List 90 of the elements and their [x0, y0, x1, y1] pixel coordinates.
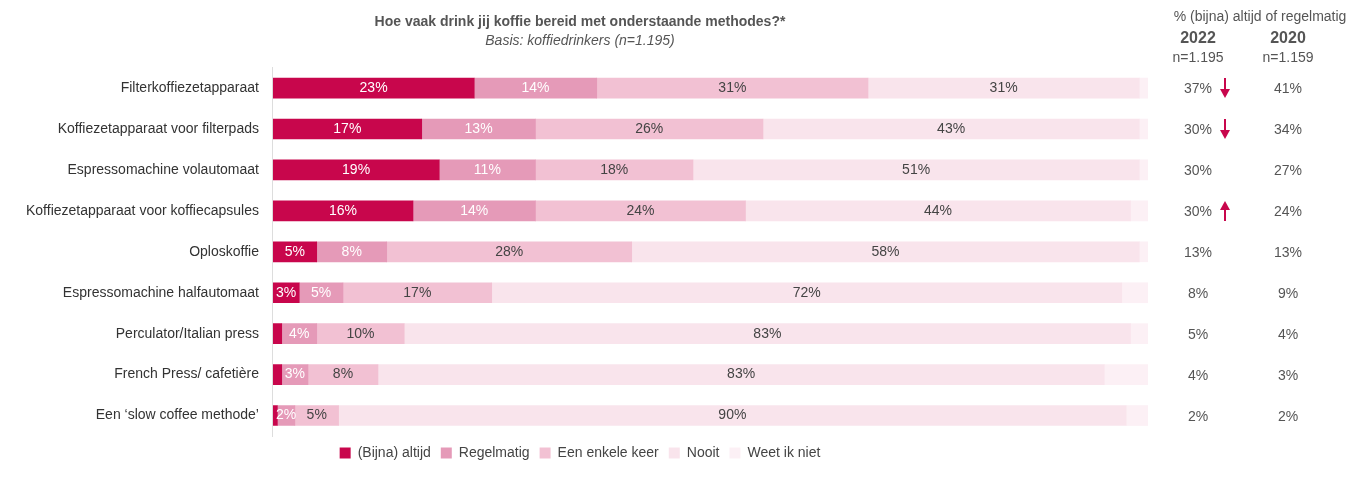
bar — [316, 241, 388, 263]
y-tick-label: Espressomachine volautomaat — [67, 160, 260, 177]
text: 27% — [1273, 161, 1303, 178]
text: n=1.195 — [1172, 49, 1224, 65]
text: 2% — [1187, 407, 1209, 424]
bar — [307, 364, 379, 385]
data-label: 18% — [600, 160, 629, 177]
y-tick-label: Een ‘slow coffee methode’ — [95, 406, 259, 423]
data-label: 83% — [753, 324, 782, 341]
data-label: 3% — [275, 283, 297, 300]
data-label: 14% — [521, 78, 550, 95]
y-tick-label: Filterkoffiezetapparaat — [120, 78, 260, 95]
bar — [272, 77, 475, 99]
bar — [272, 118, 423, 140]
bar — [596, 77, 869, 99]
legend-label: Een enkele keer — [557, 443, 660, 460]
data-label: 5% — [310, 283, 332, 300]
y-tick-label: Perculator/Italian press — [115, 324, 259, 341]
bar — [272, 405, 278, 426]
legend-label: Regelmatig — [458, 443, 530, 460]
y-tick-label: Oploskoffie — [189, 242, 260, 259]
data-label: 13% — [464, 119, 493, 136]
bar — [272, 364, 283, 385]
bar — [535, 200, 746, 222]
data-label: 10% — [346, 324, 375, 341]
y-tick-label: Espressomachine halfautomaat — [62, 283, 260, 300]
text: 2022 — [1180, 29, 1216, 47]
text: 30% — [1183, 202, 1213, 219]
data-label: 24% — [626, 201, 655, 218]
text: 34% — [1273, 121, 1303, 137]
bar — [535, 159, 694, 181]
text: 3% — [1277, 366, 1299, 383]
text: 30% — [1183, 161, 1213, 178]
y-tick-label: Koffiezetapparaat voor koffiecapsules — [26, 201, 259, 218]
bar — [412, 200, 536, 222]
data-label: 72% — [792, 283, 821, 300]
data-label: 11% — [473, 160, 501, 177]
data-label: 4% — [289, 324, 310, 341]
data-label: 17% — [333, 119, 362, 136]
data-label: 3% — [284, 365, 305, 382]
data-label: 28% — [495, 242, 524, 259]
data-label: 5% — [284, 242, 305, 259]
data-label: 90% — [718, 406, 747, 423]
text: 37% — [1183, 80, 1213, 97]
chart-subtitle: Basis: koffiedrinkers (n=1.195) — [485, 32, 675, 49]
legend-label: Nooit — [686, 443, 720, 460]
data-label: 31% — [718, 78, 747, 95]
data-label: 23% — [359, 78, 388, 95]
bar — [272, 159, 440, 181]
data-label: 16% — [328, 201, 357, 218]
data-label: 83% — [727, 365, 756, 382]
text: 4% — [1187, 366, 1209, 383]
bar — [535, 118, 764, 140]
data-label: 44% — [923, 201, 953, 218]
text: 30% — [1183, 121, 1213, 137]
text: 9% — [1277, 284, 1299, 301]
data-label: 19% — [342, 160, 371, 177]
data-label: 17% — [403, 283, 432, 300]
text: 13% — [1183, 243, 1213, 260]
text: 4% — [1277, 325, 1299, 342]
bar — [342, 282, 493, 304]
text: 41% — [1273, 80, 1303, 97]
data-label: 14% — [460, 201, 489, 218]
text: 2% — [1277, 407, 1299, 424]
text: 13% — [1273, 243, 1303, 260]
bar — [272, 323, 283, 344]
y-tick-label: French Press/ cafetière — [114, 365, 260, 382]
bar — [421, 118, 536, 140]
text: 24% — [1273, 202, 1303, 219]
text: 8% — [1187, 284, 1209, 301]
data-label: 5% — [306, 406, 327, 423]
data-label: 8% — [341, 242, 362, 259]
text: n=1.159 — [1262, 49, 1314, 65]
text: 5% — [1187, 325, 1209, 342]
data-label: 58% — [871, 242, 900, 259]
data-label: 8% — [332, 365, 354, 382]
legend-label: Weet ik niet — [747, 443, 821, 460]
bar — [386, 241, 633, 263]
data-label: 26% — [635, 119, 664, 136]
bar — [272, 200, 414, 222]
data-label: 43% — [937, 119, 966, 136]
text: % (bijna) altijd of regelmatig — [1173, 8, 1347, 24]
text: 2020 — [1270, 29, 1306, 47]
bar — [316, 323, 405, 344]
bar — [473, 77, 598, 99]
chart-title: Hoe vaak drink jij koffie bereid met onderstaande methodes?* — [374, 13, 786, 30]
legend-label: (Bijna) altijd — [357, 443, 431, 460]
data-label: 31% — [989, 78, 1018, 95]
y-tick-label: Koffiezetapparaat voor filterpads — [57, 119, 259, 136]
data-label: 51% — [902, 160, 931, 177]
